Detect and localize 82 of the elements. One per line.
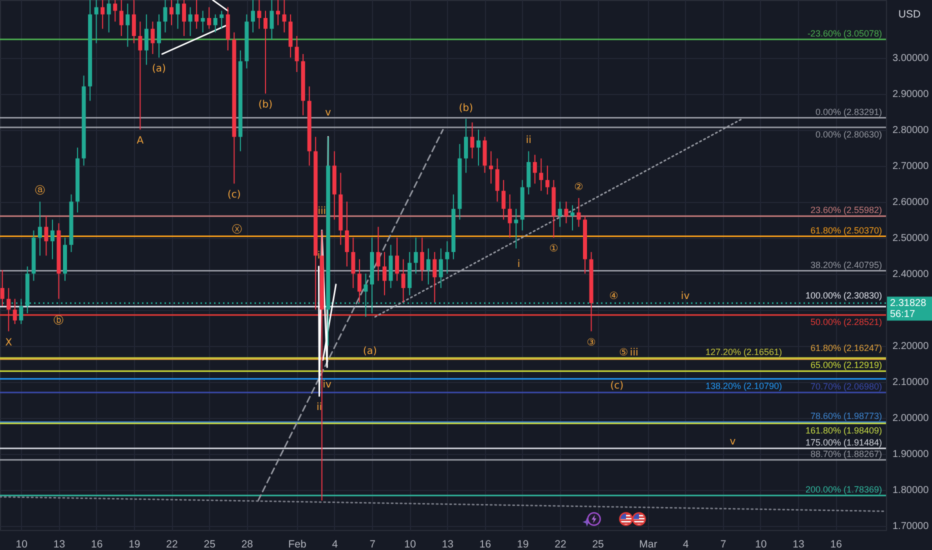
ref-line-label: 88.70% (1.88267) [810,448,882,459]
annotation: ④ [609,291,618,302]
x-tick-label: 19 [128,538,140,550]
x-tick-label: Mar [639,538,658,550]
ref-line-label: 78.60% (1.98773) [810,411,882,422]
ref-line-label: 0.00% (2.80630) [815,129,882,140]
ref-line-label: 61.80% (2.16247) [810,343,882,354]
y-tick-label: 2.90000 [892,89,930,100]
annotation: (c) [610,380,624,392]
y-tick-label: 2.50000 [892,233,930,244]
x-tick-label: 25 [204,538,216,550]
ref-line-label: 127.20% (2.16561) [705,347,782,358]
annotation: ② [574,182,584,194]
annotation: ii [316,402,322,414]
y-tick-label: 2.60000 [892,197,930,208]
y-tick-label: 1.80000 [892,485,930,496]
x-tick-label: 13 [53,538,66,550]
y-tick-label: 2.70000 [892,161,930,172]
ref-line-label: 23.60% (2.55982) [810,205,882,216]
y-tick-label: 2.20000 [892,341,930,352]
y-tick-label: 1.70000 [892,521,930,532]
x-tick-label: 10 [16,538,28,550]
annotation: A [136,136,144,147]
annotation: (a) [152,64,166,75]
x-tick-label: 25 [592,538,604,550]
x-tick-label: 22 [166,538,178,550]
x-tick-label: 22 [554,538,566,550]
y-tick-label: 2.10000 [892,377,930,388]
x-tick-label: 13 [442,538,454,550]
y-tick-label: 3.00000 [892,53,930,64]
annotation: ⓐ [34,184,45,197]
y-tick-label: 1.90000 [892,449,930,460]
annotation: (b) [258,100,273,111]
y-axis-title: USD [898,8,921,20]
ref-line-label: 2.31828 [890,298,927,310]
ref-line-label: 175.00% (1.91484) [805,437,882,448]
ref-line-label: 61.80% (2.50370) [810,225,882,236]
x-tick-label: Feb [288,538,307,550]
ref-line-label: 0.00% (2.83291) [815,106,882,117]
annotation: v [325,107,332,118]
ref-line-label: -23.60% (3.05078) [807,28,882,38]
y-tick-label: 2.40000 [892,269,930,280]
annotation: i [317,250,320,262]
x-tick-label: 4 [682,538,689,550]
x-tick-label: 19 [517,538,529,550]
annotation: iv [680,291,690,302]
annotation: v [730,436,736,448]
y-tick-label: 2.00000 [892,413,930,424]
ref-line-label: 65.00% (2.12919) [810,360,882,370]
annotation: (c) [228,190,241,201]
ref-line-label: 161.80% (1.98409) [805,425,882,436]
annotation: iii [630,348,638,359]
x-tick-label: 10 [404,538,416,550]
x-tick-label: 16 [90,538,103,550]
annotation: ⑤ [619,348,628,359]
text: 56:17 [890,309,916,320]
ref-line-label: 138.20% (2.10790) [705,380,782,391]
annotation: iv [322,379,332,390]
x-tick-label: 28 [241,538,254,550]
ref-line-label: 200.00% (1.78369) [805,484,882,495]
x-tick-label: 7 [720,538,726,550]
annotation: iii [318,206,326,217]
x-tick-label: 4 [332,538,338,550]
annotation: ③ [586,337,596,348]
x-tick-label: 16 [830,538,842,550]
annotation: i [517,258,520,270]
x-tick-label: 16 [479,538,492,550]
ref-line-label: 50.00% (2.28521) [810,316,882,327]
ref-line-label: 70.70% (2.06980) [810,382,882,392]
x-tick-label: 10 [755,538,767,550]
annotation: (a) [362,346,377,358]
annotation: ii [526,135,532,146]
ref-line-label: 38.20% (2.40795) [810,260,882,270]
x-tick-label: 13 [792,538,805,550]
annotation: ⓧ [232,223,242,236]
annotation: (b) [458,102,474,114]
annotation: X [5,337,12,348]
y-tick-label: 2.80000 [892,125,930,136]
annotation: ① [549,244,558,255]
annotation: ⓑ [54,314,64,326]
ref-line-label: 100.00% (2.30830) [805,290,882,301]
x-tick-label: 7 [370,538,376,550]
